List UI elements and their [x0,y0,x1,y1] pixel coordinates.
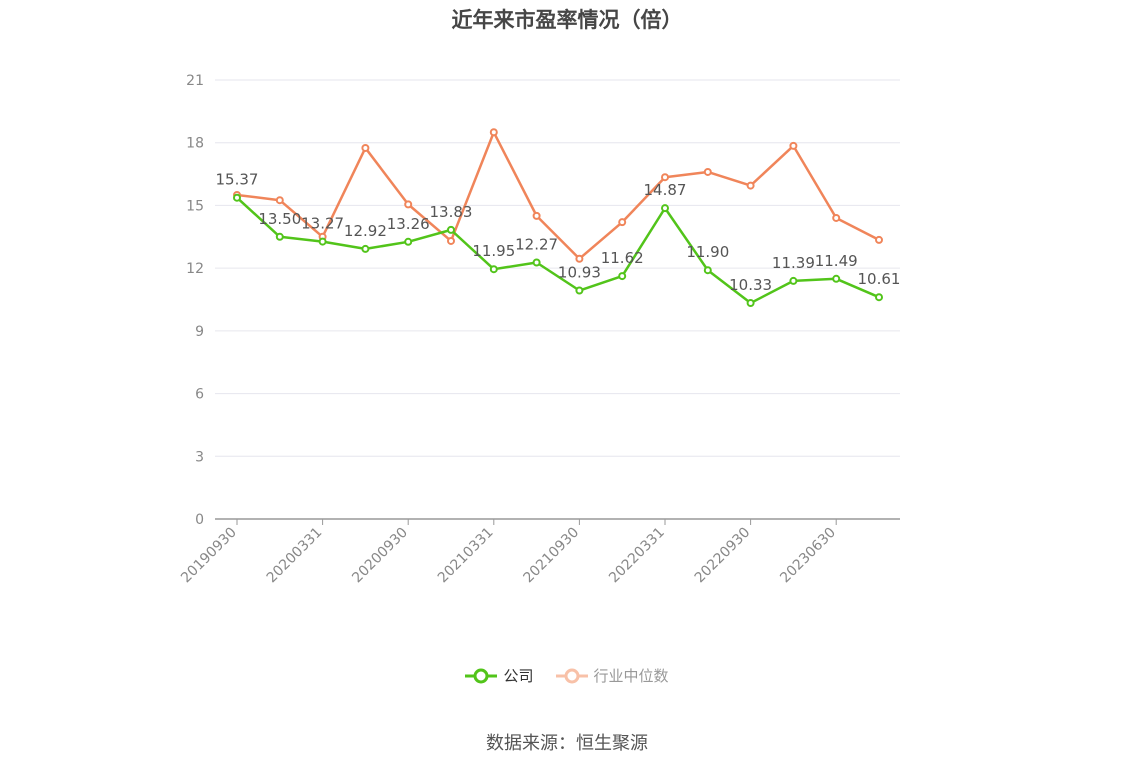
data-label: 12.92 [344,222,387,240]
company-point [275,232,284,241]
y-tick-label: 18 [186,136,204,152]
data-label: 11.95 [472,242,515,260]
data-label: 12.27 [515,235,558,253]
industry-point [746,181,755,190]
company-point [318,237,327,246]
industry-point [875,235,883,244]
series-line-company [236,196,880,305]
company-point [618,272,627,281]
x-tick-label: 20230630 [777,525,839,587]
y-tick-label: 15 [186,198,204,214]
x-tick-label: 20200930 [349,525,411,587]
data-label: 13.26 [387,215,430,233]
company-point [532,258,541,267]
x-tick-label: 20220930 [692,525,754,587]
data-label: 10.61 [858,270,901,288]
x-tick-label: 20200331 [264,525,326,587]
industry-point [404,200,413,209]
company-point [703,266,712,275]
data-label: 10.33 [729,276,772,294]
data-label: 11.49 [815,252,858,270]
y-tick-label: 0 [195,512,204,528]
x-tick-label: 20210331 [435,525,497,587]
company-point [489,265,498,274]
data-source: 数据来源：恒生聚源 [486,733,648,754]
y-tick-label: 9 [195,324,204,340]
industry-point [618,218,627,227]
industry-point [447,236,455,245]
legend-industry-label: 行业中位数 [593,667,669,685]
y-tick-label: 12 [186,261,204,277]
y-tick-label: 3 [195,449,204,465]
data-label: 11.62 [601,249,644,267]
series-line-industry [236,131,880,260]
legend-item-company[interactable]: 公司 [465,665,534,686]
company-point [789,276,798,285]
industry-point [532,211,541,220]
company-point [361,244,370,253]
legend-company-marker [465,668,498,683]
company-point [661,204,669,213]
industry-point [489,128,498,137]
industry-point [703,167,712,176]
data-label: 11.90 [686,243,729,261]
company-point [875,293,883,302]
legend-company-label: 公司 [503,667,534,685]
data-label: 13.50 [258,210,301,228]
x-tick-label: 20210930 [521,525,583,587]
data-label: 14.87 [644,181,687,199]
company-point [233,193,241,202]
company-point [575,286,584,295]
x-tick-label: 20190930 [178,525,240,587]
company-point [832,274,841,283]
industry-point [832,213,841,222]
y-tick-label: 21 [186,73,204,89]
data-label: 10.93 [558,264,601,282]
industry-point [789,141,798,150]
legend-item-industry[interactable]: 行业中位数 [555,665,669,686]
legend-industry-marker [555,668,588,683]
data-label: 13.83 [430,203,473,221]
chart-legend: 公司 行业中位数 [0,665,1134,686]
data-label: 15.37 [216,171,259,189]
industry-point [361,143,370,152]
company-point [404,237,413,246]
y-tick-label: 6 [195,387,204,403]
data-label: 11.39 [772,254,815,272]
industry-point [661,173,669,182]
industry-point [275,196,284,205]
chart-title: 近年来市盈率情况（倍） [451,8,683,32]
company-point [447,225,455,234]
company-point [746,299,755,308]
industry-point [575,254,584,263]
data-label: 13.27 [301,215,344,233]
x-tick-label: 20220331 [606,525,668,587]
